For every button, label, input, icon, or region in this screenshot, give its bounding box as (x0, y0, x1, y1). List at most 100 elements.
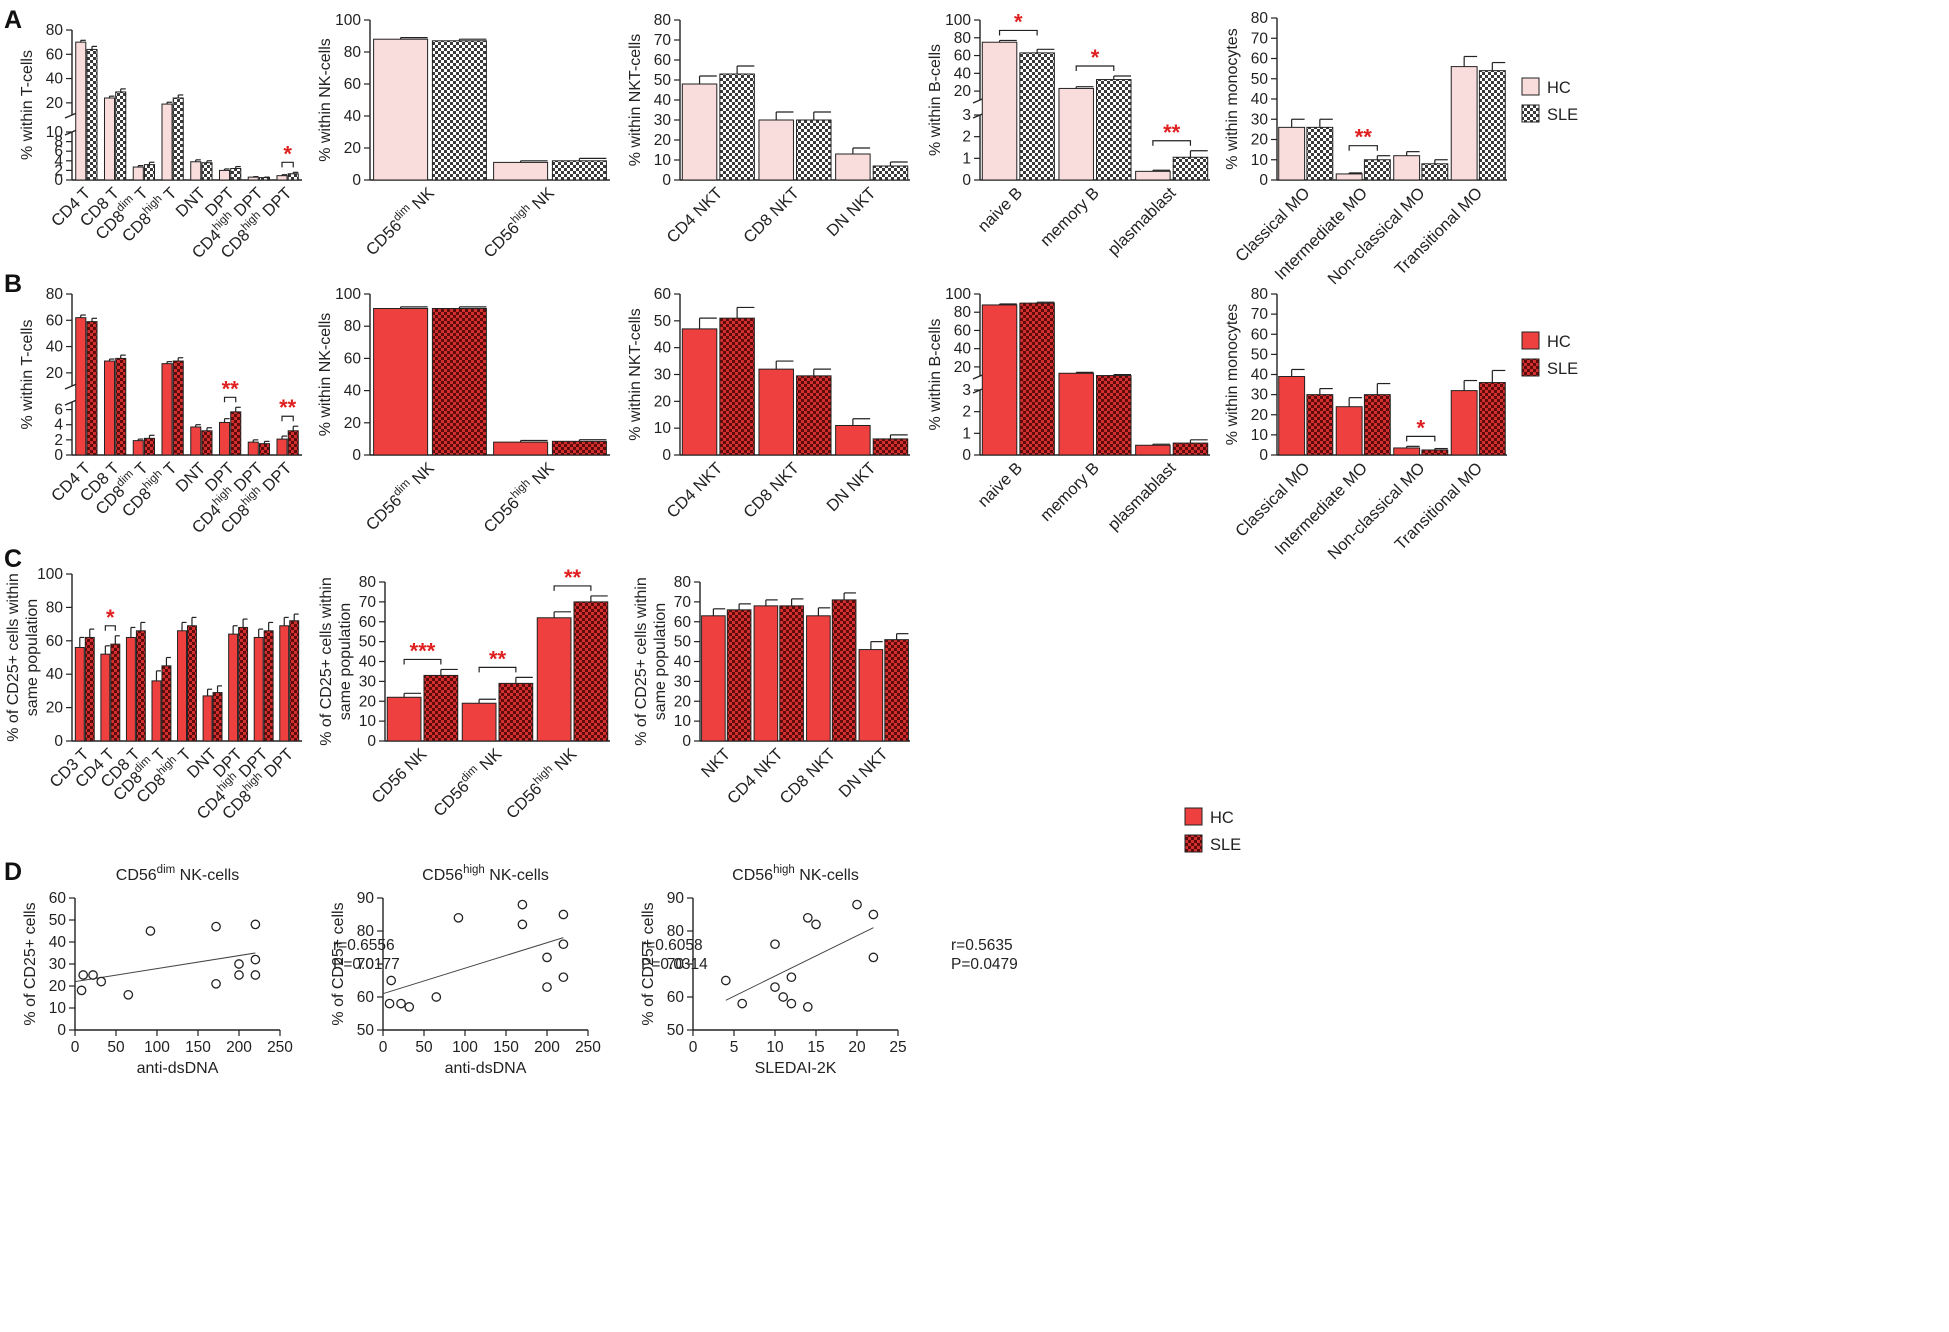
y-tick-label: 50 (49, 912, 67, 929)
significance-bracket (104, 625, 116, 631)
bar-sle-1 (796, 375, 832, 456)
chart-title: CD56dim NK-cells (116, 864, 239, 884)
y-tick-label: 80 (46, 22, 64, 39)
significance-bracket (1348, 145, 1378, 151)
bar-hc-0 (981, 41, 1018, 181)
y-axis: 0 20 40 60 80 100 (335, 12, 371, 189)
x-category-label: Non-classical MO (1324, 459, 1428, 563)
bar-hc-0 (1278, 126, 1306, 181)
x-tick-label: 100 (144, 1039, 170, 1056)
chart-title: CD56high NK-cells (422, 864, 549, 884)
y-tick-label: 0 (1259, 447, 1268, 464)
data-point (211, 978, 221, 989)
data-point (868, 952, 879, 963)
y-tick-label: 100 (335, 12, 361, 29)
bar-sle-2 (1172, 442, 1209, 456)
y-tick-label: 0 (962, 447, 971, 464)
y-tick-label: 80 (674, 574, 692, 591)
data-point (868, 909, 879, 920)
y-tick-label: 0 (662, 172, 671, 189)
x-category-label: CD56 NK (368, 745, 430, 807)
y-tick-label: 60 (667, 989, 685, 1006)
legend-label-sle: SLE (1547, 106, 1578, 124)
bar-hc-0 (701, 615, 726, 742)
bar-sle-0 (1306, 126, 1334, 181)
bar-hc-5 (218, 169, 231, 181)
x-category-label: CD56high NK (479, 183, 558, 262)
data-point (96, 976, 107, 987)
y-tick-label: 40 (46, 71, 64, 88)
x-tick-label: 15 (807, 1039, 824, 1056)
bar-hc-0 (75, 317, 87, 456)
y-tick-label: 20 (46, 365, 64, 382)
significance-bracket (1406, 435, 1436, 442)
bar-hc-1 (758, 368, 794, 456)
y-tick-label: 0 (962, 172, 971, 189)
data-point (250, 954, 261, 965)
significance-marker: * (1014, 9, 1023, 34)
bar-sle-8 (289, 620, 300, 742)
y-axis: 0 10 20 30 40 50 60 70 80 (674, 574, 701, 750)
y-tick-label: 50 (674, 634, 692, 651)
bar-hc-2 (125, 636, 136, 742)
x-category-label: plasmablast (1105, 459, 1180, 534)
y-tick-label: 20 (46, 700, 64, 717)
bar-sle-2 (1421, 449, 1449, 456)
y-tick-label: 0 (54, 733, 63, 750)
y-tick-label: 60 (1251, 51, 1269, 68)
bar-sle-3 (161, 665, 172, 742)
y-axis: 0 20 40 60 80 100 (37, 566, 73, 750)
y-tick-label: 4 (54, 417, 63, 434)
bar-hc-2 (1135, 170, 1171, 181)
y-axis-label: % within B-cells (927, 318, 944, 430)
data-point (558, 972, 569, 983)
bar-sle-1 (115, 357, 127, 456)
y-tick-label: 40 (954, 341, 972, 358)
y-tick-label: 80 (954, 304, 972, 321)
data-point (78, 970, 89, 980)
x-category-label: DNT (172, 459, 209, 496)
bar-sle-2 (1172, 156, 1209, 181)
bar-sle-6 (258, 443, 271, 456)
y-tick-label: 30 (49, 956, 67, 973)
bar-hc-0 (373, 38, 429, 181)
bar-hc-2 (806, 615, 831, 742)
y-axis-label: % within T-cells (19, 50, 36, 160)
y-tick-label: 50 (667, 1022, 685, 1039)
bar-sle-0 (719, 73, 755, 181)
y-axis-label: % within NK-cells (317, 313, 334, 437)
bar-hc-1 (1058, 87, 1094, 181)
significance-marker: * (1091, 45, 1100, 70)
bar-hc-2 (835, 424, 871, 456)
bar-hc-4 (190, 426, 202, 456)
y-tick-label: 0 (352, 172, 361, 189)
bar-sle-0 (431, 40, 487, 181)
p-value: P=0.0479 (951, 956, 1018, 973)
bar-hc-3 (161, 103, 173, 181)
y-tick-label: 10 (49, 1000, 67, 1017)
x-tick-label: 25 (889, 1039, 906, 1056)
y-tick-label: 2 (54, 162, 63, 179)
bar-hc-6 (247, 176, 259, 181)
y-tick-label: 60 (654, 52, 672, 69)
bar-sle-0 (1019, 302, 1055, 456)
y-tick-label: 20 (46, 95, 64, 112)
regression-line (725, 927, 874, 1001)
y-tick-label: 80 (667, 923, 685, 940)
bar-sle-7 (287, 430, 299, 456)
bar-hc-1 (461, 702, 497, 742)
y-tick-label: 10 (46, 124, 64, 141)
y-tick-label: 60 (46, 312, 64, 329)
bar-hc-1 (103, 97, 116, 181)
bar-sle-4 (187, 625, 197, 742)
y-tick-label: 40 (674, 654, 692, 671)
y-tick-label: 20 (1251, 132, 1269, 149)
chart-b2: 0 20 40 60 80 100% within NK-cells CD56dim NK C… (317, 286, 610, 536)
y-tick-label: 30 (1251, 387, 1269, 404)
legend-swatch-sle (1521, 104, 1540, 123)
legend-label-hc: HC (1547, 79, 1571, 97)
